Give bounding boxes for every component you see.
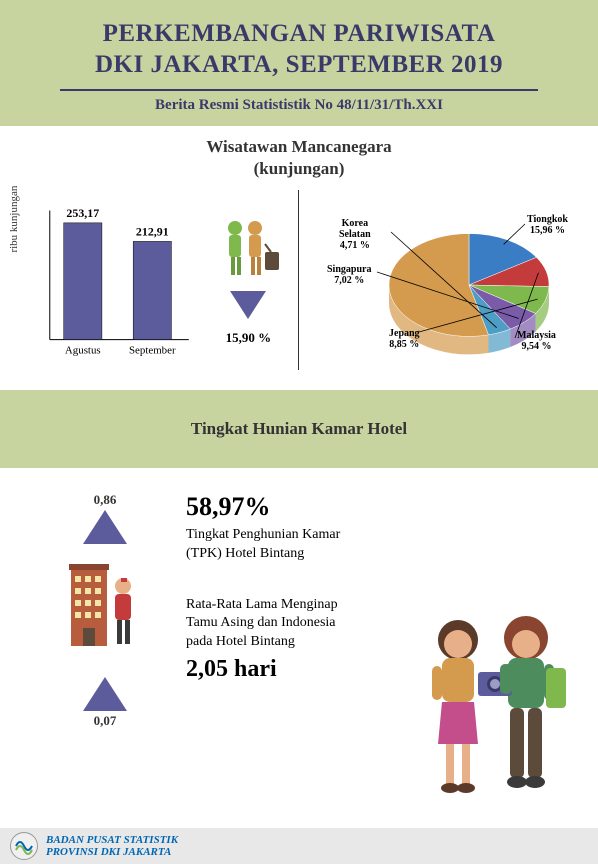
indicator2-value: 0,07 (30, 713, 180, 729)
header: PERKEMBANGAN PARIWISATA DKI JAKARTA, SEP… (0, 0, 598, 126)
charts-row: ribu kunjungan 253,17Agustus212,91Septem… (20, 190, 578, 370)
stat2-desc-l3: pada Hotel Bintang (186, 634, 295, 649)
bar-chart: ribu kunjungan 253,17Agustus212,91Septem… (20, 190, 199, 370)
svg-text:212,91: 212,91 (136, 224, 169, 238)
left-indicators: 0,86 0,07 (30, 492, 180, 729)
stat1-big: 58,97% (186, 492, 568, 522)
svg-text:253,17: 253,17 (66, 206, 99, 220)
pie-label: Jepang8,85 % (389, 328, 420, 350)
main-title: PERKEMBANGAN PARIWISATA DKI JAKARTA, SEP… (20, 18, 578, 81)
stat1-desc-l1: Tingkat Penghunian Kamar (186, 527, 340, 542)
subtitle: Berita Resmi Statististik No 48/11/31/Th… (20, 97, 578, 114)
section1-title: Wisatawan Mancanegara (kunjungan) (20, 136, 578, 180)
decrease-indicator: 15,90 % (199, 214, 298, 346)
stat2-desc-l1: Rata-Rata Lama Menginap (186, 597, 338, 612)
hotel-icon (65, 560, 145, 650)
indicator1-value: 0,86 (30, 492, 180, 508)
bar-svg: 253,17 Agustus 212,91 September (20, 190, 199, 370)
bar-ylabel: ribu kunjungan (8, 185, 20, 252)
footer-text: BADAN PUSAT STATISTIK PROVINSI DKI JAKAR… (46, 834, 178, 858)
page: PERKEMBANGAN PARIWISATA DKI JAKARTA, SEP… (0, 0, 598, 864)
title-line1: PERKEMBANGAN PARIWISATA (103, 20, 496, 47)
pie-chart: Tiongkok15,96 % Malaysia9,54 % Jepang8,85 … (298, 190, 578, 370)
decrease-percent: 15,90 % (199, 330, 298, 346)
travelers-icon (213, 214, 283, 284)
stat1-desc-l2: (TPK) Hotel Bintang (186, 546, 304, 561)
pie-label: Malaysia9,54 % (517, 330, 556, 352)
title-line2: DKI JAKARTA, SEPTEMBER 2019 (95, 51, 503, 78)
pie-label: Singapura7,02 % (327, 264, 371, 286)
section1-title-l2: (kunjungan) (254, 159, 345, 178)
tourists-icon (408, 604, 578, 804)
footer: BADAN PUSAT STATISTIK PROVINSI DKI JAKAR… (0, 828, 598, 864)
stat2-desc-l2: Tamu Asing dan Indonesia (186, 615, 336, 630)
title-rule (60, 89, 538, 91)
pie-label: KoreaSelatan4,71 % (339, 218, 371, 251)
svg-text:September: September (129, 344, 176, 356)
footer-l2: PROVINSI DKI JAKARTA (46, 846, 171, 858)
up-arrow-icon-2 (83, 677, 127, 711)
footer-l1: BADAN PUSAT STATISTIK (46, 834, 178, 846)
stat1-desc: Tingkat Penghunian Kamar (TPK) Hotel Bin… (186, 526, 568, 564)
up-arrow-icon-1 (83, 510, 127, 544)
section-hotel-band: Tingkat Hunian Kamar Hotel (0, 390, 598, 468)
down-arrow-icon (230, 291, 266, 319)
section2-title: Tingkat Hunian Kamar Hotel (20, 418, 578, 440)
pie-label: Tiongkok15,96 % (527, 214, 568, 236)
section1-title-l1: Wisatawan Mancanegara (206, 137, 391, 156)
bps-logo-icon (10, 832, 38, 860)
section-visitors: Wisatawan Mancanegara (kunjungan) ribu k… (0, 126, 598, 384)
svg-text:Agustus: Agustus (65, 344, 101, 356)
